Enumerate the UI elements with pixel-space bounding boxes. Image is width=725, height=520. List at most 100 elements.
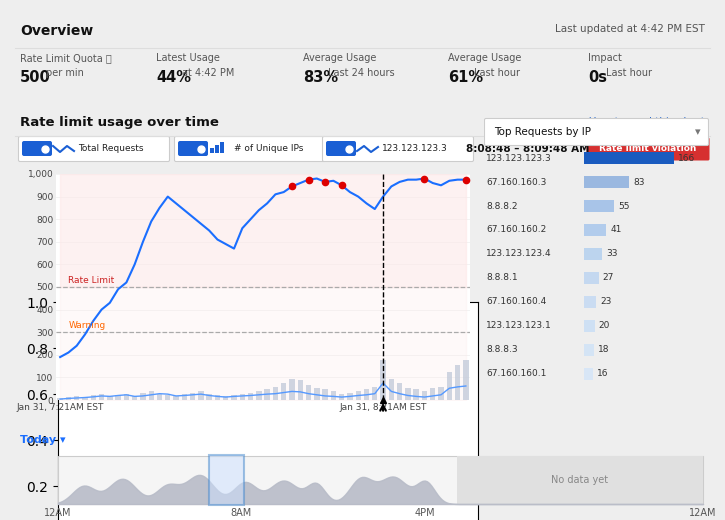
Bar	[413, 389, 419, 400]
Text: Warning: Warning	[68, 321, 106, 330]
Bar	[405, 387, 410, 400]
Bar	[584, 272, 599, 284]
Text: 8:08:48 – 8:09:48 AM: 8:08:48 – 8:09:48 AM	[466, 144, 589, 153]
Text: Overview: Overview	[20, 24, 94, 38]
Text: Total Requests: Total Requests	[78, 144, 144, 153]
Bar	[397, 383, 402, 400]
Bar	[140, 393, 146, 400]
FancyBboxPatch shape	[323, 136, 473, 162]
Bar	[198, 392, 204, 400]
Bar	[281, 383, 286, 400]
Bar	[297, 380, 303, 400]
Text: 4PM: 4PM	[415, 508, 435, 518]
Bar	[323, 389, 328, 400]
Text: 8.8.8.2: 8.8.8.2	[486, 202, 518, 211]
Text: # of Unique IPs: # of Unique IPs	[234, 144, 303, 153]
Bar	[584, 176, 629, 188]
Bar	[124, 394, 129, 400]
Text: Top Requests by IP: Top Requests by IP	[494, 127, 591, 137]
Text: Impact: Impact	[588, 53, 622, 63]
Bar	[256, 392, 262, 400]
Bar	[74, 396, 80, 400]
Bar	[347, 393, 352, 400]
Text: 123.123.123.3: 123.123.123.3	[486, 153, 552, 163]
Bar	[314, 387, 320, 400]
Bar	[584, 320, 594, 332]
Text: 83: 83	[633, 177, 645, 187]
Bar	[58, 456, 703, 504]
Bar	[215, 145, 219, 153]
Bar	[223, 396, 228, 400]
Text: Last updated at 4:42 PM EST: Last updated at 4:42 PM EST	[555, 24, 705, 34]
Bar	[173, 396, 179, 400]
FancyBboxPatch shape	[587, 137, 710, 161]
Text: Average Usage: Average Usage	[303, 53, 376, 63]
FancyBboxPatch shape	[209, 455, 244, 505]
Bar	[157, 394, 162, 400]
Text: 33: 33	[606, 250, 618, 258]
Text: 0s: 0s	[588, 70, 607, 85]
Bar	[91, 395, 96, 400]
Bar	[57, 398, 63, 400]
Bar	[66, 397, 71, 400]
Text: 12AM: 12AM	[44, 508, 72, 518]
Bar	[83, 397, 88, 400]
Text: 61%: 61%	[448, 70, 483, 85]
Bar	[463, 360, 468, 400]
Text: 83%: 83%	[303, 70, 338, 85]
Bar	[584, 368, 592, 380]
Text: 41: 41	[610, 226, 621, 235]
FancyBboxPatch shape	[178, 141, 208, 156]
Text: Today ▾: Today ▾	[20, 435, 66, 445]
Text: No data yet: No data yet	[552, 475, 608, 485]
Bar	[115, 395, 121, 400]
Text: per min: per min	[46, 68, 83, 78]
Bar	[248, 393, 253, 400]
Text: 166: 166	[678, 153, 695, 163]
Bar	[381, 360, 386, 400]
Bar	[447, 372, 452, 400]
Bar	[265, 389, 270, 400]
Bar	[215, 395, 220, 400]
Bar	[132, 396, 137, 400]
Text: 12AM: 12AM	[689, 508, 717, 518]
Bar	[422, 392, 427, 400]
Text: at 4:42 PM: at 4:42 PM	[181, 68, 234, 78]
Bar	[165, 395, 170, 400]
Bar	[455, 365, 460, 400]
Text: 18: 18	[597, 345, 609, 355]
Text: 123.123.123.1: 123.123.123.1	[486, 321, 552, 331]
Bar	[331, 392, 336, 400]
Bar	[210, 148, 214, 153]
Bar	[190, 393, 195, 400]
Text: ⓘ  How to read this chart: ⓘ How to read this chart	[576, 116, 705, 126]
Text: Average Usage: Average Usage	[448, 53, 521, 63]
Text: 67.160.160.3: 67.160.160.3	[486, 177, 547, 187]
Text: 8.8.8.1: 8.8.8.1	[486, 274, 518, 282]
Text: 67.160.160.4: 67.160.160.4	[486, 297, 546, 306]
Text: Rate Limit Quota ⓘ: Rate Limit Quota ⓘ	[20, 53, 112, 63]
Bar	[439, 387, 444, 400]
Bar	[355, 392, 361, 400]
FancyBboxPatch shape	[175, 136, 326, 162]
FancyBboxPatch shape	[22, 141, 52, 156]
FancyBboxPatch shape	[326, 141, 356, 156]
Text: Last hour: Last hour	[473, 68, 520, 78]
Bar	[430, 388, 436, 400]
FancyBboxPatch shape	[19, 136, 170, 162]
Bar	[182, 394, 187, 400]
Bar	[339, 394, 344, 400]
Bar	[107, 396, 112, 400]
Bar	[220, 142, 224, 153]
Bar	[207, 394, 212, 400]
Bar	[306, 385, 311, 400]
Text: 27: 27	[602, 274, 614, 282]
Text: 20: 20	[599, 321, 610, 331]
Text: ▾: ▾	[695, 127, 701, 137]
Text: 16: 16	[597, 370, 608, 379]
Bar	[149, 392, 154, 400]
FancyBboxPatch shape	[484, 119, 708, 146]
Bar	[389, 379, 394, 400]
Text: 23: 23	[600, 297, 612, 306]
Bar	[457, 456, 703, 504]
